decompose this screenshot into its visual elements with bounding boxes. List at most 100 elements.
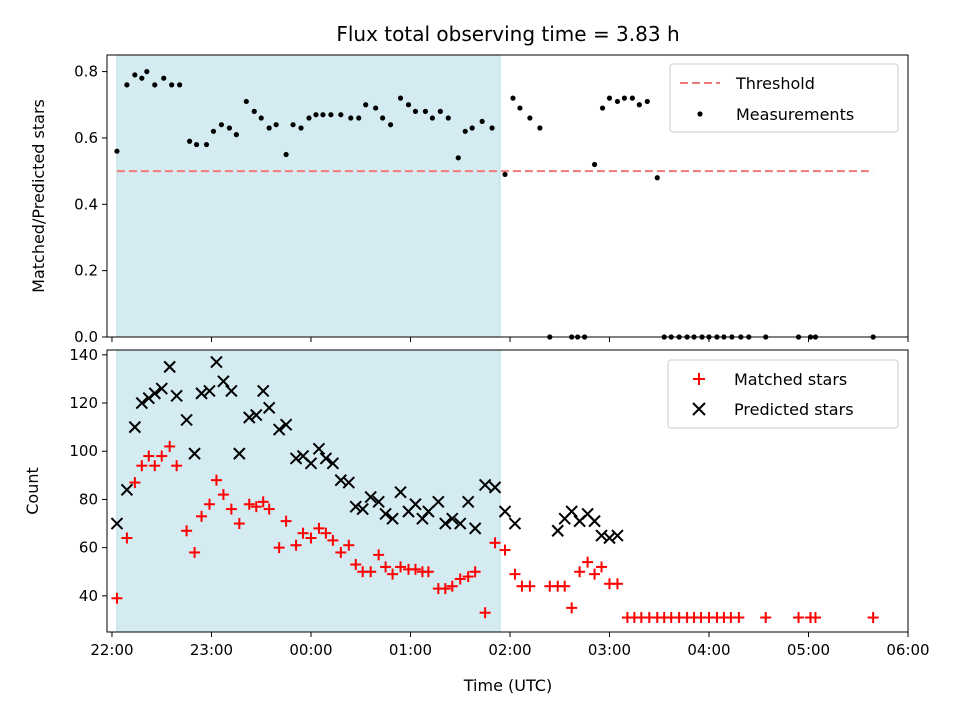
matched-point-81 — [793, 612, 805, 624]
predicted-point-42 — [432, 495, 445, 509]
measurement-point-63 — [644, 98, 650, 105]
y-tick-label: 40 — [79, 587, 98, 605]
matched-point-58 — [574, 566, 586, 578]
predicted-point-17 — [243, 411, 256, 424]
y-tick-label: 0.2 — [74, 262, 98, 280]
measurement-point-40 — [437, 108, 443, 114]
measurement-point-10 — [193, 141, 200, 148]
observing-window-shade — [116, 54, 501, 338]
chart-title: Flux total observing time = 3.83 h — [336, 22, 679, 46]
ratio-panel-frame — [106, 54, 909, 338]
measurement-point-6 — [161, 75, 167, 81]
y-tick-label: 80 — [79, 490, 98, 508]
predicted-point-13 — [210, 355, 223, 369]
measurement-point-7 — [169, 82, 175, 88]
predicted-point-10 — [188, 447, 201, 460]
measurement-point-27 — [328, 112, 334, 118]
predicted-point-35 — [379, 507, 392, 521]
measurement-point-31 — [363, 102, 369, 108]
predicted-point-29 — [334, 473, 348, 487]
matched-point-3 — [136, 460, 148, 472]
measurement-point-41 — [445, 115, 451, 121]
matched-point-29 — [335, 546, 347, 558]
predicted-point-26 — [312, 442, 326, 456]
matched-point-10 — [189, 546, 201, 558]
legend-matched-swatch — [693, 373, 705, 385]
matched-point-41 — [422, 566, 434, 578]
matched-point-6 — [156, 450, 168, 462]
x-tick-label: 01:00 — [389, 641, 432, 659]
matched-point-49 — [489, 537, 501, 549]
matched-point-14 — [217, 489, 229, 501]
measurement-point-2 — [132, 72, 138, 78]
legend-measurements-label: Measurements — [736, 105, 854, 124]
predicted-point-49 — [488, 481, 502, 494]
matched-point-24 — [297, 527, 309, 539]
matched-point-2 — [129, 477, 141, 489]
measurement-point-3 — [139, 75, 145, 81]
y-tick-label: 60 — [79, 539, 98, 557]
predicted-point-54 — [565, 505, 578, 518]
matched-point-19 — [257, 496, 269, 508]
measurement-point-49 — [517, 105, 523, 111]
predicted-point-19 — [257, 384, 270, 398]
matched-point-51 — [509, 568, 521, 580]
predicted-point-15 — [225, 384, 238, 398]
matched-point-8 — [171, 460, 183, 472]
measurement-point-28 — [338, 112, 344, 118]
predicted-point-11 — [195, 387, 208, 400]
predicted-point-14 — [217, 375, 230, 388]
matched-point-30 — [343, 539, 355, 551]
ratio-legend: Threshold Measurements — [669, 63, 899, 133]
predicted-point-6 — [155, 382, 168, 395]
matched-point-7 — [164, 440, 176, 452]
predicted-point-0 — [110, 517, 124, 530]
measurement-point-8 — [177, 82, 183, 88]
measurement-point-4 — [144, 68, 150, 75]
predicted-point-1 — [120, 483, 134, 497]
measurement-point-17 — [251, 108, 257, 114]
measurement-point-29 — [348, 115, 354, 121]
matched-point-0 — [111, 592, 123, 604]
legend-measurements-swatch — [697, 111, 703, 117]
measurement-point-62 — [636, 102, 642, 108]
matched-point-39 — [409, 563, 421, 575]
predicted-point-18 — [250, 408, 263, 422]
x-tick-label: 03:00 — [588, 641, 631, 659]
matched-point-50 — [499, 544, 511, 556]
matched-point-45 — [454, 573, 466, 585]
matched-point-27 — [320, 527, 332, 539]
predicted-point-36 — [386, 512, 399, 525]
measurement-point-34 — [387, 122, 394, 128]
measurement-point-64 — [654, 175, 660, 181]
count-marks — [110, 355, 879, 624]
measurement-point-57 — [599, 105, 606, 111]
measurement-point-56 — [591, 161, 598, 168]
matched-point-80 — [760, 612, 772, 624]
matched-point-61 — [596, 561, 608, 573]
predicted-point-57 — [588, 514, 601, 528]
matched-point-13 — [210, 474, 222, 486]
x-tick-label: 22:00 — [90, 641, 133, 659]
predicted-point-32 — [356, 502, 369, 516]
y-tick-label: 0.0 — [74, 328, 98, 346]
matched-point-16 — [233, 518, 245, 530]
matched-point-63 — [611, 578, 623, 590]
predicted-point-51 — [508, 517, 522, 530]
ratio-axes: 0.0 0.2 0.4 0.6 0.8 — [74, 63, 909, 346]
measurement-point-23 — [298, 125, 304, 131]
measurement-point-46 — [489, 125, 495, 131]
matched-point-44 — [446, 580, 458, 592]
measurement-point-5 — [152, 82, 158, 88]
predicted-point-46 — [461, 495, 475, 509]
measurement-point-43 — [462, 128, 468, 134]
predicted-point-8 — [170, 389, 183, 403]
measurement-point-25 — [313, 112, 319, 118]
measurement-point-9 — [186, 138, 193, 144]
matched-point-26 — [313, 522, 325, 534]
measurement-point-45 — [479, 118, 485, 124]
matched-point-48 — [479, 607, 491, 619]
measurement-point-24 — [306, 115, 312, 121]
matched-point-4 — [143, 450, 155, 462]
matched-point-56 — [559, 580, 571, 592]
